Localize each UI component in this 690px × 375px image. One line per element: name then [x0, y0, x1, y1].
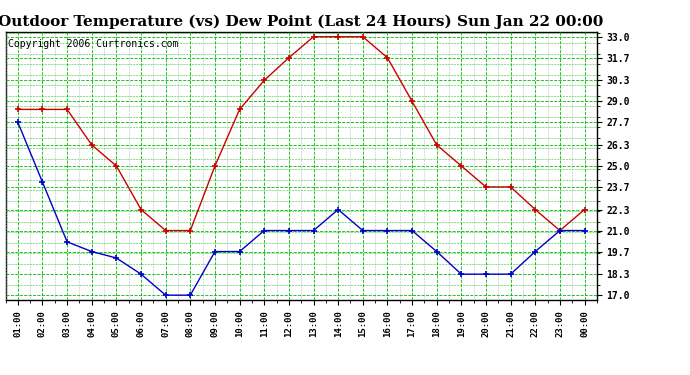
Text: Copyright 2006 Curtronics.com: Copyright 2006 Curtronics.com	[8, 39, 179, 49]
Title: Outdoor Temperature (vs) Dew Point (Last 24 Hours) Sun Jan 22 00:00: Outdoor Temperature (vs) Dew Point (Last…	[0, 15, 604, 29]
